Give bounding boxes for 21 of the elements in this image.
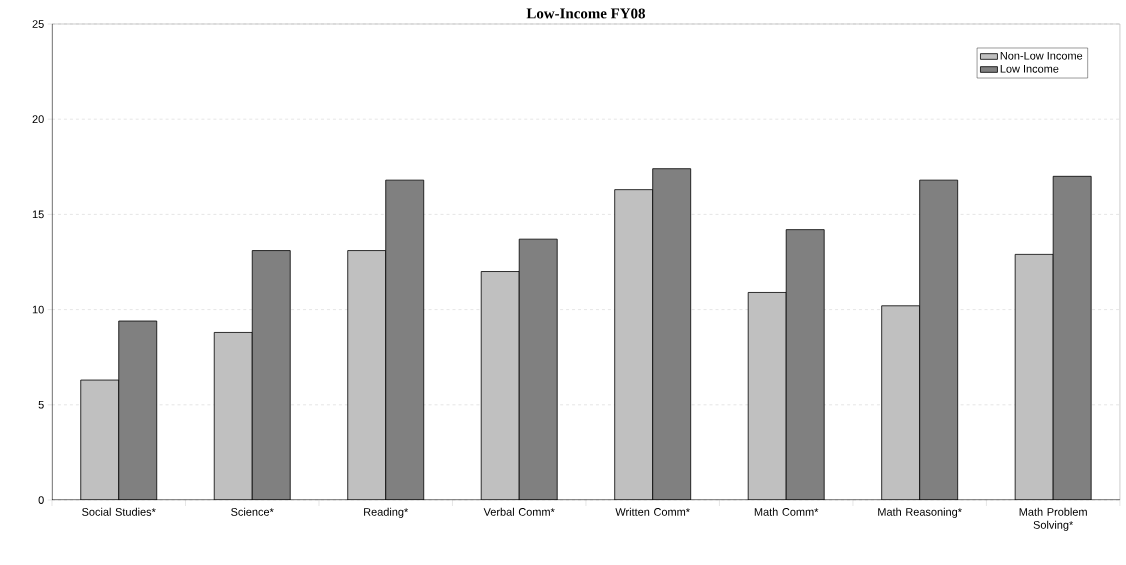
legend-label: Low Income: [1000, 65, 1059, 73]
x-tick-label: Math Comm*: [754, 507, 819, 516]
chart-title: Low-Income FY08: [526, 8, 645, 19]
x-tick-label: Science*: [231, 507, 274, 516]
x-tick-label: Math Reasoning*: [878, 507, 962, 518]
y-tick-label: 10: [32, 305, 44, 314]
x-tick-label: Social Studies*: [82, 507, 156, 516]
x-tick-label: Math Problem Solving*: [1019, 507, 1087, 531]
y-tick-label: 20: [32, 115, 44, 124]
bar: [614, 189, 653, 500]
bar: [881, 305, 920, 500]
bar: [80, 380, 119, 500]
legend-label: Non-Low Income: [1000, 51, 1083, 60]
y-tick-label: 15: [32, 210, 44, 219]
x-tick-label: Written Comm*: [615, 507, 690, 516]
y-tick-label: 25: [32, 20, 44, 28]
y-tick-label: 5: [38, 400, 44, 409]
y-tick-label: 0: [38, 496, 44, 504]
x-tick-label: Verbal Comm*: [483, 507, 555, 516]
x-tick-label: Reading*: [364, 507, 409, 518]
bar: [481, 271, 520, 500]
